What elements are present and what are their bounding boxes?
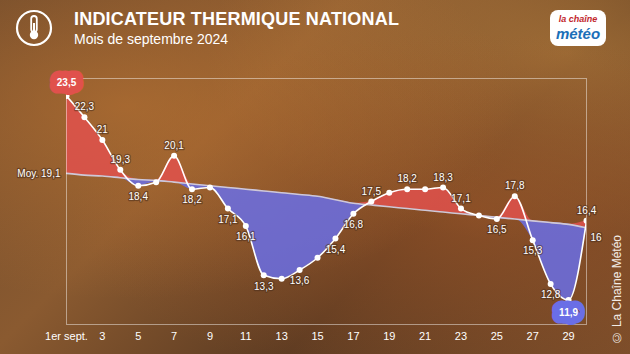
svg-text:13: 13 [276, 330, 288, 342]
svg-text:23: 23 [455, 330, 467, 342]
svg-text:13,3: 13,3 [254, 281, 274, 292]
svg-text:17: 17 [347, 330, 359, 342]
svg-text:20,1: 20,1 [164, 140, 184, 151]
svg-text:21: 21 [97, 124, 109, 135]
svg-text:11,9: 11,9 [559, 307, 578, 318]
svg-text:25: 25 [491, 330, 503, 342]
svg-text:15,3: 15,3 [523, 245, 543, 256]
svg-text:17,5: 17,5 [362, 186, 382, 197]
svg-text:18,3: 18,3 [433, 172, 453, 183]
svg-text:22,3: 22,3 [75, 101, 95, 112]
svg-text:5: 5 [135, 330, 141, 342]
svg-text:18,2: 18,2 [182, 194, 202, 205]
svg-text:19: 19 [383, 330, 395, 342]
html-text:la chaîne: la chaîne [558, 14, 598, 24]
svg-text:11: 11 [240, 330, 251, 342]
svg-text:16,8: 16,8 [344, 219, 364, 230]
svg-text:19,3: 19,3 [111, 154, 131, 165]
svg-text:3: 3 [99, 330, 105, 342]
svg-text:9: 9 [207, 330, 213, 342]
svg-text:16: 16 [591, 232, 603, 243]
svg-text:17,1: 17,1 [218, 214, 238, 225]
svg-text:16,5: 16,5 [487, 224, 507, 235]
svg-text:21: 21 [419, 330, 431, 342]
svg-text:27: 27 [527, 330, 539, 342]
html-text:© La Chaîne Météo: © La Chaîne Météo [610, 234, 624, 344]
svg-text:23,5: 23,5 [57, 77, 77, 88]
svg-text:29: 29 [562, 330, 574, 342]
svg-text:18,4: 18,4 [128, 191, 148, 202]
svg-text:18,2: 18,2 [397, 173, 417, 184]
svg-text:16,1: 16,1 [236, 231, 256, 242]
svg-text:12,8: 12,8 [541, 289, 561, 300]
svg-text:Moy. 19,1: Moy. 19,1 [17, 168, 61, 179]
svg-text:15,4: 15,4 [326, 244, 346, 255]
html-text:météo: météo [555, 25, 601, 42]
svg-text:17,8: 17,8 [505, 180, 525, 191]
svg-text:7: 7 [171, 330, 177, 342]
svg-text:15: 15 [311, 330, 323, 342]
svg-text:17,1: 17,1 [451, 193, 471, 204]
svg-text:1er sept.: 1er sept. [45, 330, 88, 342]
svg-text:13,6: 13,6 [290, 275, 310, 286]
html-text:INDICATEUR THERMIQUE NATIONAL: INDICATEUR THERMIQUE NATIONAL [74, 9, 400, 29]
svg-text:16,4: 16,4 [577, 205, 597, 216]
html-text:Mois de septembre 2024: Mois de septembre 2024 [74, 31, 229, 47]
